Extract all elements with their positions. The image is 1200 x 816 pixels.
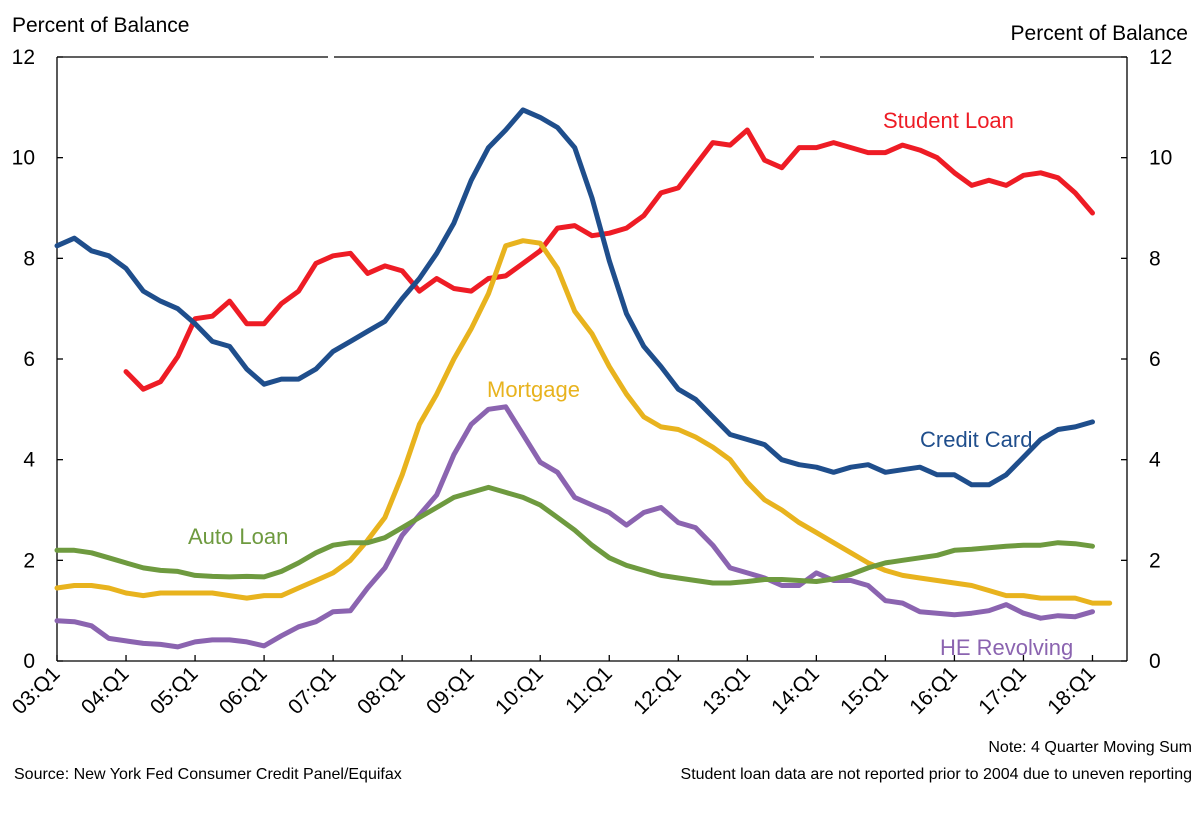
y-tick-label-left: 12	[12, 46, 35, 69]
chart-note-1: Note: 4 Quarter Moving Sum	[988, 739, 1192, 756]
y-tick-label-right: 2	[1149, 549, 1161, 572]
x-tick-label: 12:Q1	[629, 662, 686, 719]
y-tick-label-left: 6	[23, 348, 35, 371]
x-tick-label: 08:Q1	[353, 662, 410, 719]
y-axis-title-left: Percent of Balance	[12, 14, 190, 37]
y-tick-label-right: 6	[1149, 348, 1161, 371]
credit-card-series-line	[54, 107, 1095, 488]
x-tick-label: 15:Q1	[836, 662, 893, 719]
auto-loan-series-label: Auto Loan	[188, 524, 288, 549]
x-tick-label: 05:Q1	[146, 662, 203, 719]
chart-note-2: Student loan data are not reported prior…	[680, 766, 1192, 783]
student-loan-series-label: Student Loan	[883, 108, 1014, 133]
x-tick-label: 10:Q1	[491, 662, 548, 719]
y-tick-label-right: 0	[1149, 650, 1161, 673]
auto-loan-series-line	[54, 484, 1095, 586]
y-tick-label-right: 8	[1149, 247, 1161, 270]
y-tick-label-left: 10	[12, 147, 35, 170]
x-tick-label: 17:Q1	[974, 662, 1031, 719]
x-tick-label: 18:Q1	[1043, 662, 1100, 719]
source-note: Source: New York Fed Consumer Credit Pan…	[14, 766, 402, 783]
student-loan-series-line	[123, 127, 1095, 392]
y-tick-label-left: 4	[23, 449, 35, 472]
x-tick-label: 14:Q1	[767, 662, 824, 719]
y-tick-label-left: 8	[23, 247, 35, 270]
x-tick-label: 16:Q1	[905, 662, 962, 719]
y-tick-label-right: 10	[1149, 147, 1172, 170]
mortgage-series-line	[54, 238, 1113, 606]
x-tick-label: 03:Q1	[8, 662, 65, 719]
y-tick-label-right: 12	[1149, 46, 1172, 69]
x-tick-label: 11:Q1	[561, 662, 617, 718]
x-tick-label: 09:Q1	[422, 662, 479, 719]
y-tick-label-left: 2	[23, 549, 35, 572]
credit-card-series-label: Credit Card	[920, 427, 1032, 452]
y-tick-label-left: 0	[23, 650, 35, 673]
mortgage-series-label: Mortgage	[487, 377, 580, 402]
x-tick-label: 04:Q1	[77, 662, 134, 719]
x-tick-label: 07:Q1	[284, 662, 341, 719]
y-axis-title-right: Percent of Balance	[1010, 22, 1188, 45]
x-tick-label: 06:Q1	[215, 662, 272, 719]
he-revolving-series-label: HE Revolving	[940, 635, 1073, 660]
y-tick-label-right: 4	[1149, 449, 1161, 472]
x-tick-label: 13:Q1	[698, 662, 755, 719]
he-revolving-series-line	[54, 404, 1095, 650]
